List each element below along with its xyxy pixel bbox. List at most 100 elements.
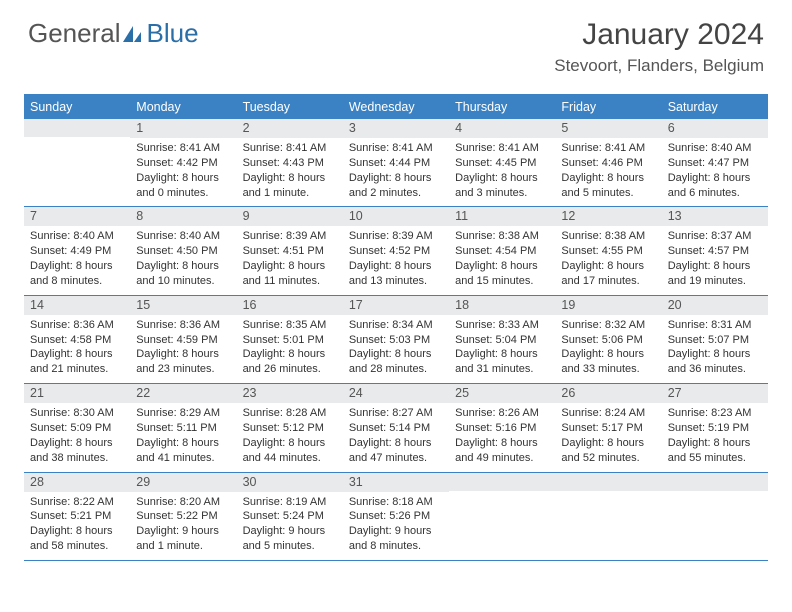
day-detail: Sunrise: 8:20 AMSunset: 5:22 PMDaylight:… bbox=[130, 492, 236, 560]
day-detail: Sunrise: 8:41 AMSunset: 4:44 PMDaylight:… bbox=[343, 138, 449, 206]
day-detail: Sunrise: 8:38 AMSunset: 4:54 PMDaylight:… bbox=[449, 226, 555, 294]
day-number: 17 bbox=[343, 296, 449, 315]
day-detail: Sunrise: 8:18 AMSunset: 5:26 PMDaylight:… bbox=[343, 492, 449, 560]
weekday-header-row: SundayMondayTuesdayWednesdayThursdayFrid… bbox=[24, 96, 768, 119]
day-number: 18 bbox=[449, 296, 555, 315]
day-detail: Sunrise: 8:41 AMSunset: 4:42 PMDaylight:… bbox=[130, 138, 236, 206]
day-detail: Sunrise: 8:27 AMSunset: 5:14 PMDaylight:… bbox=[343, 403, 449, 471]
calendar: SundayMondayTuesdayWednesdayThursdayFrid… bbox=[24, 94, 768, 561]
day-detail: Sunrise: 8:40 AMSunset: 4:47 PMDaylight:… bbox=[662, 138, 768, 206]
day-number: 8 bbox=[130, 207, 236, 226]
day-cell-12: 12Sunrise: 8:38 AMSunset: 4:55 PMDayligh… bbox=[555, 207, 661, 294]
day-detail: Sunrise: 8:40 AMSunset: 4:49 PMDaylight:… bbox=[24, 226, 130, 294]
day-detail: Sunrise: 8:36 AMSunset: 4:58 PMDaylight:… bbox=[24, 315, 130, 383]
day-number: 6 bbox=[662, 119, 768, 138]
day-cell-10: 10Sunrise: 8:39 AMSunset: 4:52 PMDayligh… bbox=[343, 207, 449, 294]
day-cell-13: 13Sunrise: 8:37 AMSunset: 4:57 PMDayligh… bbox=[662, 207, 768, 294]
day-number: 31 bbox=[343, 473, 449, 492]
day-cell-30: 30Sunrise: 8:19 AMSunset: 5:24 PMDayligh… bbox=[237, 473, 343, 560]
day-cell-18: 18Sunrise: 8:33 AMSunset: 5:04 PMDayligh… bbox=[449, 296, 555, 383]
day-cell-20: 20Sunrise: 8:31 AMSunset: 5:07 PMDayligh… bbox=[662, 296, 768, 383]
empty-cell bbox=[449, 473, 555, 560]
day-number: 13 bbox=[662, 207, 768, 226]
day-cell-26: 26Sunrise: 8:24 AMSunset: 5:17 PMDayligh… bbox=[555, 384, 661, 471]
day-detail: Sunrise: 8:34 AMSunset: 5:03 PMDaylight:… bbox=[343, 315, 449, 383]
month-title: January 2024 bbox=[554, 18, 764, 52]
week-row: 14Sunrise: 8:36 AMSunset: 4:58 PMDayligh… bbox=[24, 296, 768, 384]
day-cell-7: 7Sunrise: 8:40 AMSunset: 4:49 PMDaylight… bbox=[24, 207, 130, 294]
title-block: January 2024 Stevoort, Flanders, Belgium bbox=[554, 18, 764, 76]
day-detail: Sunrise: 8:31 AMSunset: 5:07 PMDaylight:… bbox=[662, 315, 768, 383]
week-row: 7Sunrise: 8:40 AMSunset: 4:49 PMDaylight… bbox=[24, 207, 768, 295]
day-number: 12 bbox=[555, 207, 661, 226]
day-detail: Sunrise: 8:22 AMSunset: 5:21 PMDaylight:… bbox=[24, 492, 130, 560]
day-cell-19: 19Sunrise: 8:32 AMSunset: 5:06 PMDayligh… bbox=[555, 296, 661, 383]
empty-cell bbox=[662, 473, 768, 560]
day-cell-4: 4Sunrise: 8:41 AMSunset: 4:45 PMDaylight… bbox=[449, 119, 555, 206]
day-number bbox=[24, 119, 130, 137]
day-number: 22 bbox=[130, 384, 236, 403]
weekday-saturday: Saturday bbox=[662, 96, 768, 119]
location: Stevoort, Flanders, Belgium bbox=[554, 56, 764, 76]
day-detail: Sunrise: 8:41 AMSunset: 4:46 PMDaylight:… bbox=[555, 138, 661, 206]
day-number bbox=[662, 473, 768, 491]
logo: GeneralBlue bbox=[28, 18, 199, 49]
day-cell-17: 17Sunrise: 8:34 AMSunset: 5:03 PMDayligh… bbox=[343, 296, 449, 383]
weekday-wednesday: Wednesday bbox=[343, 96, 449, 119]
empty-cell bbox=[24, 119, 130, 206]
day-detail: Sunrise: 8:38 AMSunset: 4:55 PMDaylight:… bbox=[555, 226, 661, 294]
day-cell-3: 3Sunrise: 8:41 AMSunset: 4:44 PMDaylight… bbox=[343, 119, 449, 206]
day-cell-27: 27Sunrise: 8:23 AMSunset: 5:19 PMDayligh… bbox=[662, 384, 768, 471]
day-cell-15: 15Sunrise: 8:36 AMSunset: 4:59 PMDayligh… bbox=[130, 296, 236, 383]
weekday-friday: Friday bbox=[555, 96, 661, 119]
day-number: 23 bbox=[237, 384, 343, 403]
day-detail: Sunrise: 8:24 AMSunset: 5:17 PMDaylight:… bbox=[555, 403, 661, 471]
day-number: 5 bbox=[555, 119, 661, 138]
weekday-sunday: Sunday bbox=[24, 96, 130, 119]
day-detail: Sunrise: 8:41 AMSunset: 4:43 PMDaylight:… bbox=[237, 138, 343, 206]
weekday-monday: Monday bbox=[130, 96, 236, 119]
day-number: 29 bbox=[130, 473, 236, 492]
day-number: 1 bbox=[130, 119, 236, 138]
week-row: 28Sunrise: 8:22 AMSunset: 5:21 PMDayligh… bbox=[24, 473, 768, 561]
day-detail: Sunrise: 8:37 AMSunset: 4:57 PMDaylight:… bbox=[662, 226, 768, 294]
day-detail: Sunrise: 8:40 AMSunset: 4:50 PMDaylight:… bbox=[130, 226, 236, 294]
week-row: 1Sunrise: 8:41 AMSunset: 4:42 PMDaylight… bbox=[24, 119, 768, 207]
day-cell-1: 1Sunrise: 8:41 AMSunset: 4:42 PMDaylight… bbox=[130, 119, 236, 206]
day-number: 27 bbox=[662, 384, 768, 403]
day-number: 11 bbox=[449, 207, 555, 226]
day-cell-22: 22Sunrise: 8:29 AMSunset: 5:11 PMDayligh… bbox=[130, 384, 236, 471]
day-number: 7 bbox=[24, 207, 130, 226]
day-number bbox=[555, 473, 661, 491]
empty-cell bbox=[555, 473, 661, 560]
week-row: 21Sunrise: 8:30 AMSunset: 5:09 PMDayligh… bbox=[24, 384, 768, 472]
day-cell-14: 14Sunrise: 8:36 AMSunset: 4:58 PMDayligh… bbox=[24, 296, 130, 383]
day-detail: Sunrise: 8:35 AMSunset: 5:01 PMDaylight:… bbox=[237, 315, 343, 383]
logo-text-1: General bbox=[28, 18, 121, 49]
day-cell-24: 24Sunrise: 8:27 AMSunset: 5:14 PMDayligh… bbox=[343, 384, 449, 471]
day-detail: Sunrise: 8:28 AMSunset: 5:12 PMDaylight:… bbox=[237, 403, 343, 471]
day-cell-2: 2Sunrise: 8:41 AMSunset: 4:43 PMDaylight… bbox=[237, 119, 343, 206]
day-number: 10 bbox=[343, 207, 449, 226]
day-detail: Sunrise: 8:33 AMSunset: 5:04 PMDaylight:… bbox=[449, 315, 555, 383]
day-number: 19 bbox=[555, 296, 661, 315]
day-cell-23: 23Sunrise: 8:28 AMSunset: 5:12 PMDayligh… bbox=[237, 384, 343, 471]
day-detail: Sunrise: 8:36 AMSunset: 4:59 PMDaylight:… bbox=[130, 315, 236, 383]
day-cell-11: 11Sunrise: 8:38 AMSunset: 4:54 PMDayligh… bbox=[449, 207, 555, 294]
day-detail: Sunrise: 8:19 AMSunset: 5:24 PMDaylight:… bbox=[237, 492, 343, 560]
day-number: 25 bbox=[449, 384, 555, 403]
day-number: 26 bbox=[555, 384, 661, 403]
day-cell-5: 5Sunrise: 8:41 AMSunset: 4:46 PMDaylight… bbox=[555, 119, 661, 206]
day-detail: Sunrise: 8:39 AMSunset: 4:51 PMDaylight:… bbox=[237, 226, 343, 294]
day-number: 28 bbox=[24, 473, 130, 492]
day-cell-25: 25Sunrise: 8:26 AMSunset: 5:16 PMDayligh… bbox=[449, 384, 555, 471]
day-cell-31: 31Sunrise: 8:18 AMSunset: 5:26 PMDayligh… bbox=[343, 473, 449, 560]
day-number: 3 bbox=[343, 119, 449, 138]
day-number: 9 bbox=[237, 207, 343, 226]
day-number: 4 bbox=[449, 119, 555, 138]
day-detail: Sunrise: 8:26 AMSunset: 5:16 PMDaylight:… bbox=[449, 403, 555, 471]
day-cell-9: 9Sunrise: 8:39 AMSunset: 4:51 PMDaylight… bbox=[237, 207, 343, 294]
day-number: 24 bbox=[343, 384, 449, 403]
day-number: 30 bbox=[237, 473, 343, 492]
day-number: 21 bbox=[24, 384, 130, 403]
